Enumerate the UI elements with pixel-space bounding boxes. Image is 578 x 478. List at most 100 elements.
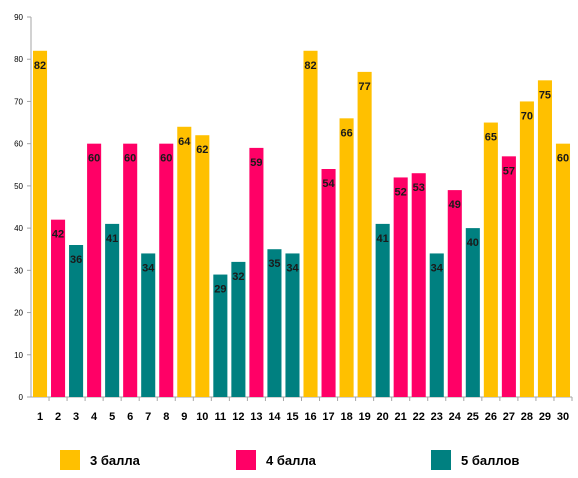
- data-label: 34: [431, 262, 444, 274]
- data-label: 60: [160, 153, 172, 165]
- data-label: 57: [503, 165, 515, 177]
- x-tick-label: 13: [250, 411, 262, 423]
- bar: [213, 274, 228, 397]
- bar: [519, 101, 534, 397]
- data-label: 53: [413, 182, 425, 194]
- x-tick-label: 18: [340, 411, 352, 423]
- data-label: 77: [358, 81, 370, 93]
- y-tick-label: 20: [14, 309, 23, 318]
- data-label: 34: [142, 262, 155, 274]
- bar: [429, 253, 444, 397]
- x-tick-label: 17: [322, 411, 334, 423]
- x-tick-label: 3: [73, 411, 79, 423]
- x-tick-label: 6: [127, 411, 133, 423]
- x-tick-label: 19: [358, 411, 370, 423]
- x-tick-label: 26: [485, 411, 497, 423]
- y-tick-label: 40: [14, 224, 23, 233]
- x-tick-label: 12: [232, 411, 244, 423]
- data-label: 36: [70, 254, 82, 266]
- data-label: 32: [232, 271, 244, 283]
- x-tick-label: 4: [91, 411, 98, 423]
- x-tick-label: 11: [215, 411, 227, 423]
- x-tick-label: 27: [503, 411, 515, 423]
- bar-chart: 0102030405060708090821422363604415606347…: [14, 13, 573, 423]
- legend-item-4: 4 балла: [236, 447, 316, 473]
- data-label: 59: [250, 157, 262, 169]
- x-tick-label: 8: [163, 411, 169, 423]
- data-label: 82: [304, 60, 316, 72]
- data-label: 70: [521, 110, 533, 122]
- data-label: 62: [196, 144, 208, 156]
- x-tick-label: 10: [196, 411, 208, 423]
- bar: [285, 253, 300, 397]
- x-tick-label: 15: [286, 411, 298, 423]
- data-label: 35: [268, 258, 280, 270]
- x-tick-label: 20: [377, 411, 389, 423]
- x-tick-label: 28: [521, 411, 533, 423]
- bar: [195, 135, 210, 397]
- x-tick-label: 1: [37, 411, 43, 423]
- bar: [69, 245, 84, 397]
- data-label: 60: [88, 153, 100, 165]
- data-label: 64: [178, 136, 191, 148]
- y-tick-label: 0: [19, 393, 24, 402]
- x-tick-label: 9: [181, 411, 187, 423]
- data-label: 75: [539, 89, 551, 101]
- bar: [339, 118, 354, 397]
- bar: [555, 143, 571, 397]
- data-label: 40: [467, 237, 479, 249]
- legend-label-5: 5 баллов: [461, 452, 520, 468]
- bar: [32, 50, 48, 398]
- legend-swatch-4: [236, 450, 256, 470]
- data-label: 66: [340, 127, 352, 139]
- x-tick-label: 16: [304, 411, 316, 423]
- data-label: 60: [124, 153, 136, 165]
- bar: [231, 261, 246, 397]
- bar: [51, 219, 66, 397]
- legend-label-3: 3 балла: [90, 452, 140, 468]
- bar: [393, 177, 408, 397]
- bar: [537, 80, 552, 397]
- bar: [123, 143, 138, 397]
- legend-swatch-3: [60, 450, 80, 470]
- data-label: 65: [485, 132, 497, 144]
- bar: [483, 122, 498, 398]
- bar: [249, 147, 264, 397]
- x-tick-label: 23: [431, 411, 443, 423]
- x-tick-label: 5: [109, 411, 115, 423]
- bar: [141, 253, 156, 397]
- bar: [303, 50, 318, 398]
- bar: [411, 173, 426, 397]
- data-label: 42: [52, 229, 64, 241]
- y-tick-label: 50: [14, 182, 23, 191]
- x-tick-label: 2: [55, 411, 61, 423]
- x-tick-label: 14: [268, 411, 281, 423]
- data-label: 52: [395, 186, 407, 198]
- data-label: 49: [449, 199, 461, 211]
- bar: [87, 143, 102, 397]
- data-label: 29: [214, 284, 226, 296]
- y-tick-label: 60: [14, 140, 23, 149]
- x-tick-label: 24: [449, 411, 462, 423]
- y-tick-label: 70: [14, 97, 23, 106]
- x-tick-label: 21: [395, 411, 407, 423]
- x-tick-label: 29: [539, 411, 551, 423]
- data-label: 34: [286, 262, 299, 274]
- y-tick-label: 30: [14, 266, 23, 275]
- legend-item-3: 3 балла: [60, 447, 140, 473]
- x-tick-label: 7: [145, 411, 151, 423]
- bar: [447, 190, 462, 397]
- data-label: 41: [106, 233, 118, 245]
- y-tick-label: 90: [14, 13, 23, 22]
- bar: [177, 126, 192, 398]
- data-label: 60: [557, 153, 569, 165]
- x-tick-label: 22: [413, 411, 425, 423]
- y-tick-label: 80: [14, 55, 23, 64]
- y-tick-label: 10: [14, 351, 23, 360]
- bar: [321, 169, 336, 397]
- bar: [105, 223, 120, 397]
- data-label: 54: [322, 178, 335, 190]
- bar: [375, 223, 390, 397]
- legend-item-5: 5 баллов: [431, 447, 519, 473]
- bar: [159, 143, 174, 397]
